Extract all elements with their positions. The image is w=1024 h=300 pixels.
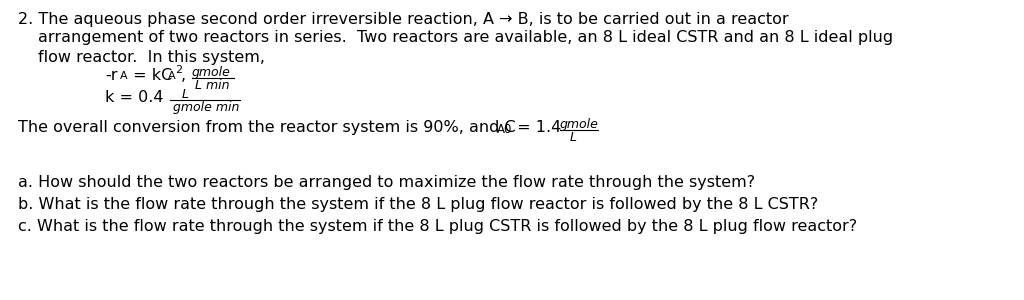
Text: L: L [182,88,189,101]
Text: b. What is the flow rate through the system if the 8 L plug flow reactor is foll: b. What is the flow rate through the sys… [18,197,818,212]
Text: gmole: gmole [560,118,599,131]
Text: c. What is the flow rate through the system if the 8 L plug CSTR is followed by : c. What is the flow rate through the sys… [18,219,857,234]
Text: L min: L min [195,79,229,92]
Text: = kC: = kC [128,68,172,83]
Text: a. How should the two reactors be arranged to maximize the flow rate through the: a. How should the two reactors be arrang… [18,175,755,190]
Text: k = 0.4: k = 0.4 [105,90,164,105]
Text: A: A [120,71,128,81]
Text: L: L [570,131,577,144]
Text: A0: A0 [497,123,512,136]
Text: arrangement of two reactors in series.  Two reactors are available, an 8 L ideal: arrangement of two reactors in series. T… [38,30,893,45]
Text: ,: , [181,68,186,83]
Text: = 1.4: = 1.4 [512,120,561,135]
Text: gmole: gmole [193,66,230,79]
Text: gmole min: gmole min [173,101,240,114]
Text: A: A [168,71,176,81]
Text: 2. The aqueous phase second order irreversible reaction, A → B, is to be carried: 2. The aqueous phase second order irreve… [18,12,788,27]
Text: flow reactor.  In this system,: flow reactor. In this system, [38,50,265,65]
Text: 2: 2 [175,65,182,75]
Text: The overall conversion from the reactor system is 90%, and C: The overall conversion from the reactor … [18,120,516,135]
Text: -r: -r [105,68,118,83]
